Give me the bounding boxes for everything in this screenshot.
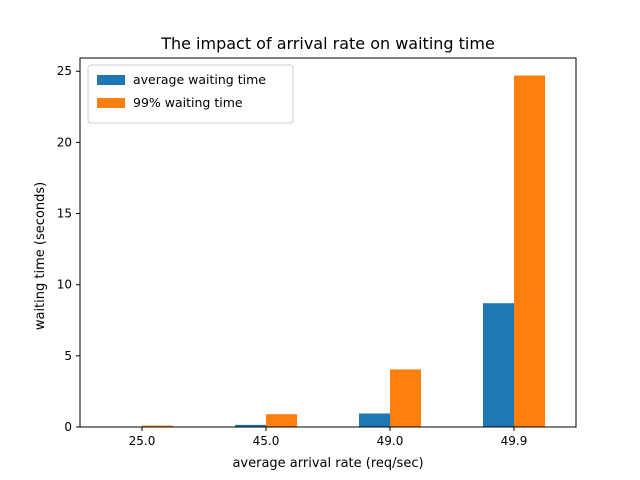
y-tick-label: 20 [57, 135, 72, 149]
x-tick-label: 25.0 [129, 434, 156, 448]
chart-title: The impact of arrival rate on waiting ti… [160, 34, 495, 53]
bar [359, 413, 390, 427]
y-tick-label: 5 [64, 349, 72, 363]
y-tick-label: 10 [57, 278, 72, 292]
axes-frame [79, 57, 577, 428]
y-axis-label: waiting time (seconds) [33, 182, 48, 330]
plot-area: 25.0 45.0 49.0 49.9 0 5 10 15 20 25 [57, 57, 577, 448]
legend-label: 99% waiting time [133, 95, 243, 110]
bar [266, 414, 297, 427]
bar [483, 303, 514, 427]
legend-swatch [97, 75, 125, 85]
x-axis-label: average arrival rate (req/sec) [232, 456, 423, 471]
legend-frame [87, 64, 294, 124]
bar [142, 425, 173, 427]
bar [390, 369, 421, 427]
bar [514, 75, 545, 427]
legend-swatch [97, 98, 125, 108]
y-tick-label: 25 [57, 64, 72, 78]
x-tick-label: 49.9 [501, 434, 528, 448]
y-tick-label: 0 [64, 420, 72, 434]
y-tick-label: 15 [57, 207, 72, 221]
bar [235, 424, 266, 427]
x-tick-label: 49.0 [377, 434, 404, 448]
x-tick-label: 45.0 [253, 434, 280, 448]
legend-label: average waiting time [133, 72, 266, 87]
legend: average waiting time 99% waiting time [87, 64, 294, 124]
